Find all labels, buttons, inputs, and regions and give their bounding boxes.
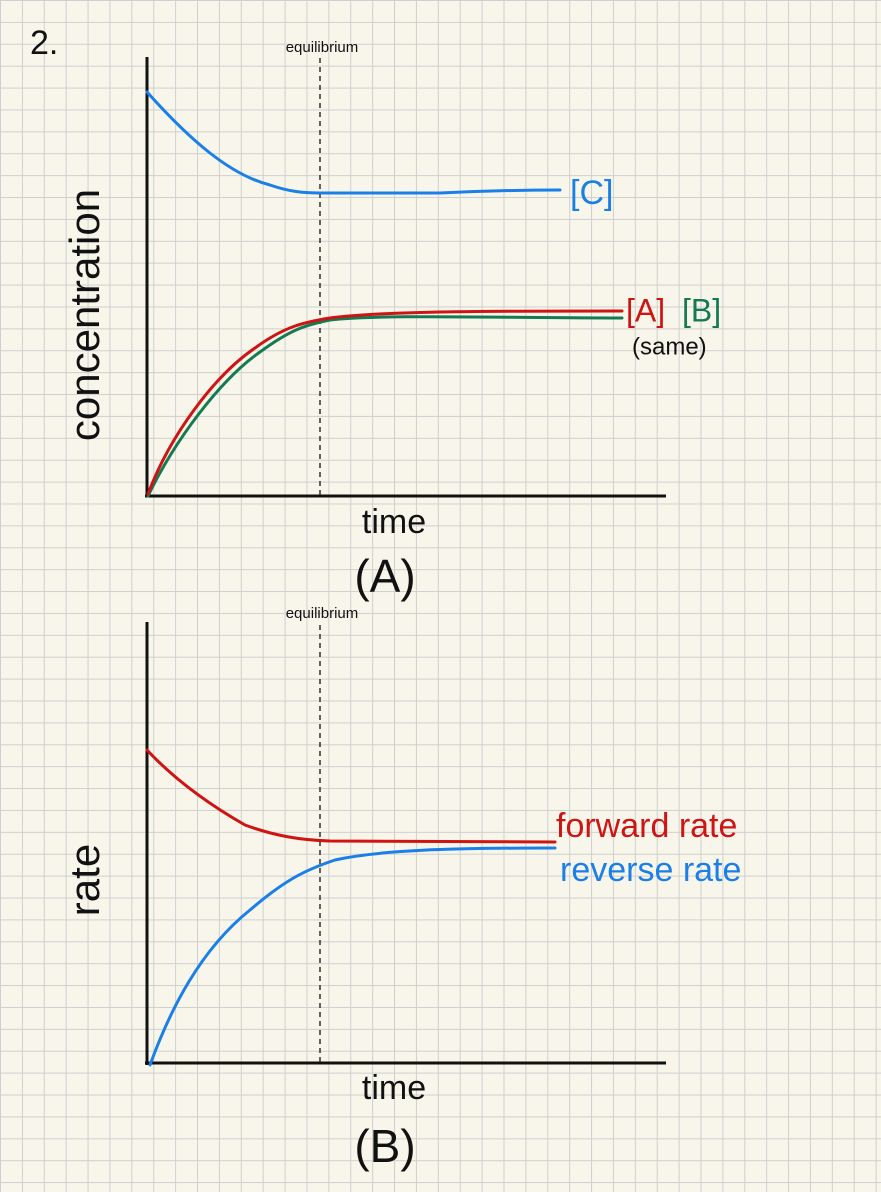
equilibrium-label: equilibrium [286,605,359,622]
equilibrium-label: equilibrium [286,39,359,56]
reverse-curve [148,846,557,1067]
caption: (B) [354,1120,415,1172]
b-label: [B] [682,292,721,328]
forward-label: forward rate [556,807,737,845]
x-label: time [362,1069,426,1107]
b-curve [146,315,624,498]
reverse-label: reverse rate [560,851,741,889]
same-note: (same) [632,333,707,360]
caption: (A) [354,550,415,602]
x-label: time [362,503,426,541]
a-curve [146,309,624,496]
y-label: rate [61,844,108,916]
c-label: [C] [570,174,613,212]
a-label: [A] [626,292,665,328]
forward-curve [145,748,557,844]
y-label: concentration [61,189,108,441]
c-curve [145,90,562,195]
problem-number: 2. [30,24,58,62]
